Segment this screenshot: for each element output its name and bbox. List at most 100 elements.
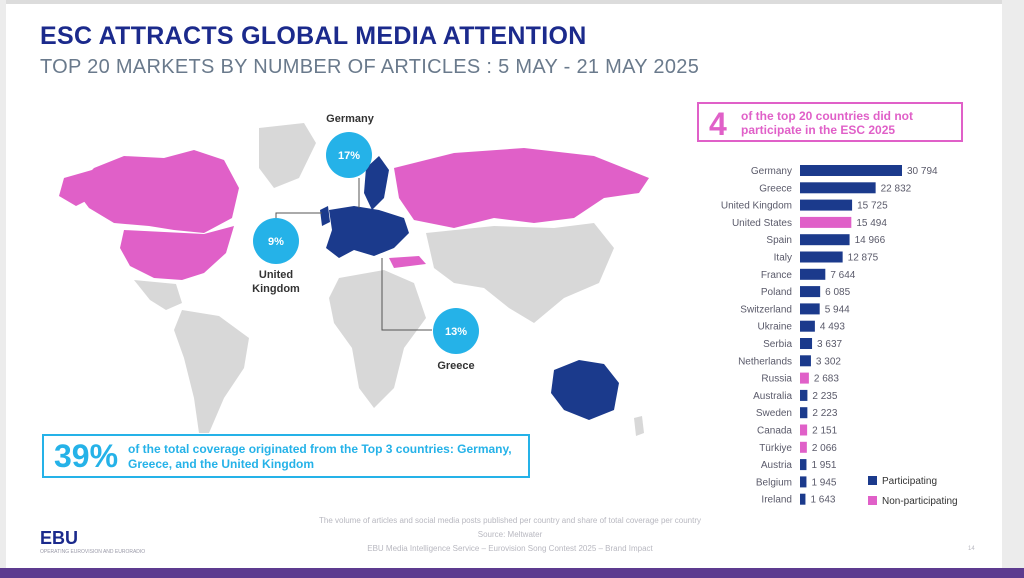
- bar: [800, 476, 807, 488]
- bar: [800, 268, 826, 280]
- bar: [800, 234, 850, 246]
- legend-label: Participating: [882, 476, 937, 487]
- uk-label: United Kingdom: [252, 269, 300, 295]
- category-label: Russia: [761, 374, 792, 385]
- bar-value-label: 7 644: [830, 270, 855, 281]
- bar: [800, 389, 808, 401]
- category-label: Belgium: [756, 477, 792, 488]
- bar-value-label: 2 235: [812, 391, 837, 402]
- category-label: Netherlands: [738, 356, 792, 367]
- legend-swatch: [868, 476, 877, 485]
- bar: [800, 493, 806, 505]
- category-label: Greece: [759, 183, 792, 194]
- category-label: Sweden: [756, 408, 792, 419]
- bar: [800, 251, 843, 263]
- page-number: 14: [968, 546, 975, 552]
- greece-label: Greece: [437, 360, 475, 372]
- category-label: Türkiye: [759, 443, 792, 454]
- bar-value-label: 2 223: [812, 408, 837, 419]
- page-title: ESC ATTRACTS GLOBAL MEDIA ATTENTION: [40, 22, 587, 50]
- bar-value-label: 1 945: [811, 477, 836, 488]
- bar-value-label: 22 832: [881, 183, 912, 194]
- banner-percent: 39%: [54, 438, 119, 474]
- bar: [800, 199, 853, 211]
- bar-value-label: 6 085: [825, 287, 850, 298]
- category-label: Serbia: [763, 339, 792, 350]
- category-label: Australia: [753, 391, 792, 402]
- germany-label: Germany: [326, 113, 374, 125]
- page-subtitle: TOP 20 MARKETS BY NUMBER OF ARTICLES : 5…: [40, 56, 700, 78]
- top3-banner: 39% of the total coverage originated fro…: [42, 434, 530, 478]
- greece-bubble: [433, 308, 479, 354]
- africa-shape: [329, 270, 426, 408]
- category-label: United Kingdom: [721, 201, 792, 212]
- callout-text: of the top 20 countries did not particip…: [741, 109, 913, 137]
- uk-bubble: [253, 218, 299, 264]
- legend-label: Non-participating: [882, 496, 958, 507]
- nz-shape: [634, 416, 644, 436]
- callout-number: 4: [709, 106, 727, 142]
- banner-text: of the total coverage originated from th…: [128, 442, 512, 471]
- bar-value-label: 15 725: [857, 201, 888, 212]
- europe-shape: [326, 206, 409, 258]
- bar: [800, 165, 902, 176]
- russia-shape: [394, 148, 649, 228]
- footnote-credit: EBU Media Intelligence Service – Eurovis…: [367, 544, 653, 553]
- category-label: Ukraine: [758, 322, 793, 333]
- window-bottom-bar: [0, 568, 1024, 578]
- germany-bubble-value: 17%: [338, 150, 360, 162]
- usa-shape: [120, 226, 234, 280]
- bar: [800, 182, 876, 194]
- bar-value-label: 2 066: [812, 443, 837, 454]
- south-america-shape: [174, 310, 249, 433]
- bar: [800, 407, 808, 419]
- bar-value-label: 30 794: [907, 166, 938, 177]
- mexico-shape: [134, 280, 182, 310]
- uk-bubble-value: 9%: [268, 236, 284, 248]
- greenland-shape: [259, 123, 316, 188]
- bar-value-label: 3 637: [817, 339, 842, 350]
- bar: [800, 303, 820, 315]
- window-left-edge: [0, 0, 6, 578]
- non-participating-callout: 4 of the top 20 countries did not partic…: [697, 102, 963, 142]
- footnote-source: Source: Meltwater: [477, 530, 543, 539]
- bar: [800, 441, 807, 453]
- bar: [800, 372, 809, 384]
- bar: [800, 216, 852, 228]
- category-label: Switzerland: [740, 304, 792, 315]
- category-label: Spain: [766, 235, 792, 246]
- window-top-edge: [0, 0, 1024, 4]
- bar: [800, 355, 811, 367]
- bar-value-label: 5 944: [825, 304, 850, 315]
- bar: [800, 424, 808, 436]
- footnote-description: The volume of articles and social media …: [319, 516, 701, 525]
- ebu-logo-subtitle: OPERATING EUROVISION AND EURORADIO: [40, 549, 146, 555]
- australia-shape: [551, 360, 619, 420]
- bar-value-label: 1 643: [810, 495, 835, 506]
- scandinavia-shape: [364, 156, 389, 210]
- category-label: Canada: [757, 426, 792, 437]
- bar-value-label: 3 302: [816, 356, 841, 367]
- category-label: Austria: [761, 460, 793, 471]
- bar-value-label: 4 493: [820, 322, 845, 333]
- alaska-shape: [59, 170, 92, 206]
- legend-swatch: [868, 496, 877, 505]
- category-label: Italy: [774, 253, 792, 264]
- turkiye-shape: [389, 256, 426, 268]
- world-map: 17% 9% 13%: [59, 123, 649, 436]
- ebu-logo: EBU: [40, 528, 79, 548]
- bar: [800, 286, 821, 298]
- bar-chart: Germany 30 794 Greece 22 832 United Kingdom 1…: [721, 165, 958, 507]
- bar-value-label: 2 683: [814, 374, 839, 385]
- bar: [800, 459, 807, 471]
- bar-value-label: 12 875: [848, 253, 879, 264]
- category-label: Ireland: [761, 495, 792, 506]
- germany-bubble: [326, 132, 372, 178]
- category-label: United States: [732, 218, 792, 229]
- canada-shape: [74, 150, 239, 233]
- bar: [800, 320, 815, 332]
- category-label: Germany: [751, 166, 792, 177]
- uk-shape: [320, 206, 330, 226]
- bar-value-label: 2 151: [812, 426, 837, 437]
- bar-value-label: 1 951: [811, 460, 836, 471]
